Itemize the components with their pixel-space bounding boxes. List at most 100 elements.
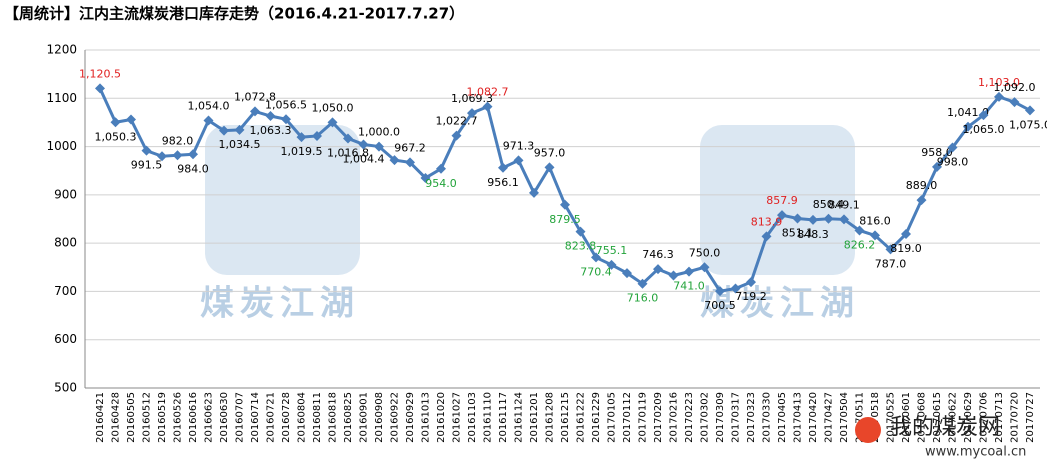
x-tick-label: 20170105 [607, 392, 618, 443]
x-tick-label: 20160512 [142, 392, 153, 443]
x-tick-label: 20161201 [529, 392, 540, 443]
data-label: 746.3 [642, 248, 674, 261]
data-label: 850.4 [813, 198, 845, 211]
marker [296, 132, 307, 143]
data-label: 958.0 [921, 146, 953, 159]
marker [792, 213, 803, 224]
site-name: 我的煤炭网 [890, 415, 1000, 440]
marker [575, 226, 586, 237]
x-tick-label: 20170330 [762, 392, 773, 443]
x-tick-label: 20170504 [839, 392, 850, 443]
marker [885, 244, 896, 255]
marker [358, 139, 369, 150]
marker [668, 270, 679, 281]
x-tick-label: 20170720 [1010, 392, 1021, 443]
y-tick-label: 1200 [46, 43, 77, 57]
data-label: 1,019.5 [281, 145, 323, 158]
marker [839, 214, 849, 225]
chart-title: 【周统计】江内主流煤炭港口库存走势（2016.4.21-2017.7.27） [4, 5, 464, 23]
data-label: 967.2 [394, 141, 426, 154]
x-tick-label: 20161020 [436, 392, 447, 443]
marker [203, 115, 214, 126]
x-tick-label: 20160922 [390, 392, 401, 443]
x-tick-label: 20160804 [297, 392, 308, 443]
marker [281, 114, 291, 125]
x-tick-label: 20160721 [266, 392, 277, 443]
data-label: 849.1 [828, 198, 860, 211]
marker [684, 266, 694, 277]
site-logo [855, 417, 881, 443]
marker [389, 155, 400, 166]
marker [467, 108, 477, 119]
x-tick-label: 20170525 [886, 392, 897, 443]
data-label: 813.9 [751, 215, 783, 228]
marker [250, 106, 260, 117]
data-label: 957.0 [534, 146, 566, 159]
site-url: www.mycoal.cn [925, 445, 1026, 460]
marker [901, 228, 911, 239]
x-tick-label: 20160707 [235, 392, 246, 443]
marker [823, 213, 834, 224]
x-tick-label: 20161229 [591, 392, 602, 443]
data-label: 1,054.0 [188, 99, 230, 112]
marker [870, 230, 880, 241]
x-tick-label: 20160428 [111, 392, 122, 443]
x-tick-label: 20170112 [622, 392, 633, 443]
y-tick-label: 900 [54, 187, 77, 201]
data-label: 984.0 [177, 162, 209, 175]
data-label: 787.0 [875, 257, 907, 270]
marker [95, 83, 105, 94]
marker [916, 195, 927, 206]
marker [637, 278, 648, 289]
marker [761, 231, 772, 242]
x-tick-label: 20170309 [715, 392, 726, 443]
marker [994, 91, 1004, 102]
x-tick-label: 20170601 [901, 392, 912, 443]
x-tick-label: 20160714 [250, 392, 261, 443]
marker [1025, 105, 1035, 116]
marker [746, 277, 756, 288]
x-tick-label: 20160811 [312, 392, 323, 443]
data-label: 1,000.0 [358, 126, 400, 139]
y-tick-label: 1100 [46, 91, 77, 105]
data-label: 851.1 [782, 226, 814, 239]
data-label: 1,063.3 [250, 124, 292, 137]
marker [529, 187, 539, 198]
marker [343, 133, 353, 144]
x-tick-label: 20170209 [653, 392, 664, 443]
data-label: 823.8 [565, 240, 597, 253]
marker [327, 117, 338, 128]
marker [374, 141, 384, 152]
marker [808, 214, 818, 225]
x-tick-label: 20170119 [638, 392, 649, 443]
data-label: 750.0 [689, 246, 721, 259]
data-label: 1,103.0 [978, 76, 1020, 89]
x-tick-label: 20160616 [188, 392, 199, 443]
x-tick-label: 20160825 [343, 392, 354, 443]
data-label: 1,082.7 [467, 86, 509, 99]
marker [978, 110, 989, 121]
x-tick-label: 20170518 [870, 392, 881, 443]
x-tick-label: 20161222 [576, 392, 587, 443]
data-label: 1,056.5 [265, 98, 307, 111]
data-label: 819.0 [890, 242, 922, 255]
x-tick-label: 20160929 [405, 392, 416, 443]
data-label: 741.0 [673, 280, 705, 293]
x-tick-label: 20170427 [824, 392, 835, 443]
x-tick-label: 20170223 [684, 392, 695, 443]
data-label: 826.2 [844, 238, 876, 251]
data-label: 879.5 [549, 213, 581, 226]
watermark-logo [700, 125, 855, 275]
x-tick-label: 20161124 [514, 392, 525, 443]
x-tick-label: 20160505 [126, 392, 137, 443]
marker [606, 259, 617, 270]
marker [699, 262, 710, 273]
data-label: 971.3 [503, 139, 535, 152]
marker [730, 283, 741, 294]
marker [653, 264, 663, 275]
x-tick-label: 20170622 [948, 392, 959, 443]
data-label: 998.0 [937, 156, 969, 169]
x-tick-label: 20170216 [669, 392, 680, 443]
data-label: 857.9 [766, 194, 798, 207]
